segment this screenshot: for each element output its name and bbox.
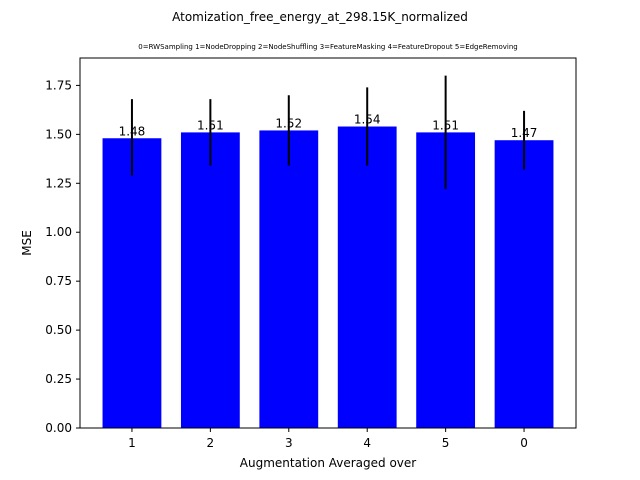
y-tick-label: 0.00 [45, 421, 72, 435]
value-label-0: 1.47 [511, 126, 538, 140]
y-tick-label: 1.75 [45, 78, 72, 92]
x-tick-label: 0 [520, 436, 528, 450]
y-tick-label: 0.50 [45, 323, 72, 337]
value-label-5: 1.51 [432, 118, 459, 132]
x-axis: 1 2 3 4 5 0 [128, 428, 528, 450]
x-tick-label: 2 [207, 436, 215, 450]
value-label-1: 1.48 [119, 124, 146, 138]
y-axis: 0.00 0.25 0.50 0.75 1.00 1.25 1.50 1.75 [45, 78, 80, 435]
bar-4 [337, 126, 397, 428]
error-bars-group [130, 75, 526, 190]
value-label-3: 1.52 [275, 116, 302, 130]
bar-3 [259, 130, 319, 428]
x-tick-label: 3 [285, 436, 293, 450]
x-tick-label: 1 [128, 436, 136, 450]
bars-group [102, 126, 554, 428]
x-tick-label: 4 [363, 436, 371, 450]
plot-frame [79, 57, 577, 429]
bar-2 [180, 132, 240, 428]
bar-1 [102, 138, 162, 428]
y-tick-label: 1.00 [45, 225, 72, 239]
value-labels-group: 1.48 1.51 1.52 1.54 1.51 1.47 [119, 113, 538, 141]
y-tick-label: 0.75 [45, 274, 72, 288]
chart-title: Atomization_free_energy_at_298.15K_norma… [172, 10, 468, 24]
x-axis-label: Augmentation Averaged over [240, 456, 417, 470]
y-tick-label: 0.25 [45, 372, 72, 386]
chart-subtitle: 0=RWSampling 1=NodeDropping 2=NodeShuffl… [138, 43, 517, 51]
bar-0 [494, 140, 554, 428]
value-label-2: 1.51 [197, 118, 224, 132]
x-tick-label: 5 [442, 436, 450, 450]
y-tick-label: 1.25 [45, 176, 72, 190]
y-axis-label: MSE [20, 230, 34, 256]
y-tick-label: 1.50 [45, 127, 72, 141]
value-label-4: 1.54 [354, 113, 381, 127]
